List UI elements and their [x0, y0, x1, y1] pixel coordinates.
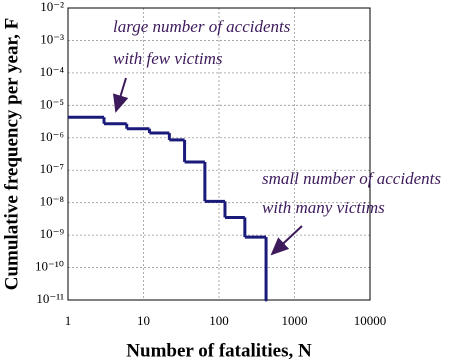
annotation: large number of accidents	[113, 17, 291, 36]
y-tick-label: 10⁻⁸	[40, 194, 65, 209]
x-tick-label: 1	[65, 313, 72, 328]
y-tick-label: 10⁻³	[40, 31, 64, 46]
y-tick-label: 10⁻⁵	[40, 96, 64, 111]
x-tick-label: 100	[209, 313, 229, 328]
y-tick-label: 10⁻²	[40, 0, 64, 14]
y-tick-label: 10⁻⁹	[40, 226, 65, 241]
step-end	[264, 298, 268, 302]
y-tick-label: 10⁻¹⁰	[35, 259, 64, 274]
annotation: small number of accidents	[262, 169, 441, 188]
plot-frame	[67, 7, 371, 301]
y-tick-label: 10⁻⁷	[40, 161, 64, 176]
arrow	[270, 225, 303, 256]
x-axis-title: Number of fatalities, N	[126, 340, 312, 361]
x-tick-label: 10000	[354, 313, 387, 328]
y-axis-title: Cumulative frequency per year, F	[1, 18, 22, 291]
series	[68, 115, 268, 302]
x-tick-label: 1000	[282, 313, 308, 328]
y-tick-label: 10⁻⁴	[40, 64, 65, 79]
x-tick-label: 10	[137, 313, 150, 328]
arrow	[112, 77, 129, 113]
annotation: with few victims	[113, 49, 223, 68]
annotation: with many victims	[262, 198, 385, 217]
y-tick-label: 10⁻⁶	[40, 129, 64, 144]
y-tick-label: 10⁻¹¹	[36, 291, 64, 306]
